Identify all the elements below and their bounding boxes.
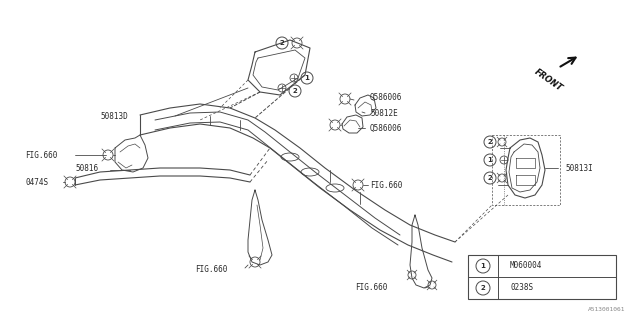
Text: 50813D: 50813D <box>100 111 128 121</box>
Text: 2: 2 <box>292 88 298 94</box>
Text: FRONT: FRONT <box>532 67 564 93</box>
Circle shape <box>484 154 496 166</box>
Text: Q586006: Q586006 <box>370 124 403 132</box>
Circle shape <box>301 72 313 84</box>
Text: 0238S: 0238S <box>510 284 533 292</box>
Text: 50812E: 50812E <box>370 108 397 117</box>
Text: M060004: M060004 <box>510 261 542 270</box>
Circle shape <box>484 136 496 148</box>
Circle shape <box>484 172 496 184</box>
Text: 2: 2 <box>481 285 485 291</box>
Circle shape <box>476 281 490 295</box>
Text: FIG.660: FIG.660 <box>195 266 227 275</box>
Text: FIG.660: FIG.660 <box>355 284 387 292</box>
Text: 2: 2 <box>488 139 492 145</box>
Text: 1: 1 <box>481 263 485 269</box>
Bar <box>468 255 616 299</box>
Text: 2: 2 <box>488 175 492 181</box>
Text: 50816: 50816 <box>75 164 98 172</box>
Text: FIG.660: FIG.660 <box>370 180 403 189</box>
Circle shape <box>278 84 286 92</box>
Text: 2: 2 <box>280 40 284 46</box>
Circle shape <box>500 156 508 164</box>
Circle shape <box>290 74 298 82</box>
Text: 50813I: 50813I <box>565 164 593 172</box>
Text: 1: 1 <box>488 157 492 163</box>
Text: FIG.660: FIG.660 <box>25 150 58 159</box>
Circle shape <box>276 37 288 49</box>
Text: A513001061: A513001061 <box>588 307 625 312</box>
Text: 1: 1 <box>305 75 309 81</box>
Text: Q586006: Q586006 <box>370 92 403 101</box>
Text: 0474S: 0474S <box>25 178 48 187</box>
Circle shape <box>289 85 301 97</box>
Circle shape <box>476 259 490 273</box>
